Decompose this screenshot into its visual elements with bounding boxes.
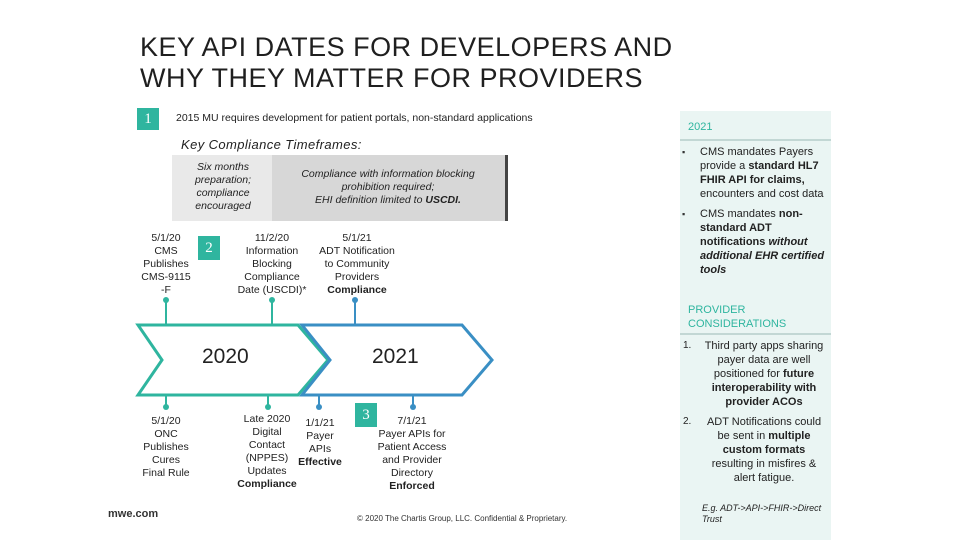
sidebar-2021-item-2-pre: CMS mandates	[700, 208, 779, 220]
step-badge-2: 2	[198, 236, 220, 260]
sidebar-2021-item-2: CMS mandates non-standard ADT notificati…	[680, 207, 826, 277]
compliance-requirement-main: Compliance with information blocking pro…	[301, 168, 475, 206]
sidebar-2021-item-2-ital: without additional EHR certified tools	[700, 236, 825, 276]
sidebar-heading-2021: 2021	[688, 121, 713, 133]
compliance-requirement-text: Compliance with information blocking pro…	[278, 168, 498, 207]
sidebar-2021-item-1-pre: CMS mandates Payers provide a	[700, 146, 814, 172]
sidebar-2021-item-1: CMS mandates Payers provide a standard H…	[680, 145, 826, 201]
connector-top-1-dot	[163, 297, 169, 303]
preparation-text: Six months preparation; compliance encou…	[194, 161, 252, 212]
connector-bottom-4-dot	[410, 404, 416, 410]
sidebar-provider-item-1-strong: future interoperability with provider AC…	[711, 368, 817, 408]
uscdi-label: USCDI.	[425, 194, 461, 206]
event-onc-cures-rule: 5/1/20 ONC Publishes Cures Final Rule	[142, 415, 190, 479]
sidebar-provider-item-2-pre: ADT Notifications could be sent in	[706, 416, 822, 442]
sidebar-2021-list: CMS mandates Payers provide a standard H…	[680, 145, 826, 283]
connector-bottom-1-dot	[163, 404, 169, 410]
sidebar-panel: 2021 CMS mandates Payers provide a stand…	[680, 111, 831, 540]
year-label-2020: 2020	[202, 345, 249, 368]
connector-top-2-dot	[269, 297, 275, 303]
event-info-blocking-date: 11/2/20 Information Blocking Compliance …	[237, 232, 307, 296]
intro-text: 2015 MU requires development for patient…	[176, 112, 533, 124]
step-badge-1: 1	[137, 108, 159, 130]
sidebar-example: E.g. ADT->API->FHIR->Direct Trust	[702, 503, 822, 524]
event-payer-apis-status: Effective	[298, 456, 342, 468]
event-adt-notification: 5/1/21 ADT Notification to Community Pro…	[310, 232, 404, 297]
sidebar-provider-item-1: 1. Third party apps sharing payer data ar…	[680, 339, 826, 409]
event-payer-apis-enforced-text: 7/1/21 Payer APIs for Patient Access and…	[377, 415, 447, 479]
step-badge-3: 3	[355, 403, 377, 427]
mwe-logo-text: mwe.com	[108, 508, 159, 520]
event-payer-apis-enforced-status: Enforced	[389, 480, 435, 492]
sidebar-2021-item-2-strong: non-standard ADT notifications	[700, 208, 803, 248]
sidebar-provider-item-2-post: resulting in misfires & alert fatigue.	[711, 458, 817, 484]
sidebar-2021-item-1-post: encounters and cost data	[700, 188, 824, 200]
event-nppes-updates-status: Compliance	[237, 478, 297, 490]
sidebar-divider-1	[680, 139, 831, 141]
event-adt-notification-status: Compliance	[327, 284, 387, 296]
sidebar-provider-item-2-num: 2.	[683, 416, 692, 427]
year-label-2021: 2021	[372, 345, 419, 368]
connector-top-3-dot	[352, 297, 358, 303]
connector-bottom-2-dot	[265, 404, 271, 410]
sidebar-2021-item-1-strong: standard HL7 FHIR API for claims,	[700, 160, 819, 186]
event-payer-apis-enforced: 7/1/21 Payer APIs for Patient Access and…	[368, 415, 456, 493]
sidebar-provider-list: 1. Third party apps sharing payer data ar…	[680, 339, 826, 491]
sidebar-heading-provider: PROVIDER CONSIDERATIONS	[688, 304, 787, 330]
connector-bottom-3-dot	[316, 404, 322, 410]
event-payer-apis-text: 1/1/21 Payer APIs	[305, 417, 335, 455]
sidebar-provider-item-2: 2. ADT Notifications could be sent in mul…	[680, 415, 826, 485]
sidebar-provider-item-2-strong: multiple custom formats	[722, 430, 811, 456]
event-payer-apis: 1/1/21 Payer APIs Effective	[296, 417, 344, 469]
event-nppes-updates-text: Late 2020 Digital Contact (NPPES) Update…	[243, 413, 291, 477]
event-nppes-updates: Late 2020 Digital Contact (NPPES) Update…	[232, 413, 302, 491]
sidebar-provider-item-1-pre: Third party apps sharing payer data are …	[704, 340, 824, 380]
event-adt-notification-text: 5/1/21 ADT Notification to Community Pro…	[319, 232, 395, 283]
event-cms-publishes: 5/1/20 CMS Publishes CMS-9115 -F	[141, 232, 191, 296]
sidebar-provider-item-1-num: 1.	[683, 340, 692, 351]
copyright-text: © 2020 The Chartis Group, LLC. Confident…	[357, 514, 568, 523]
preparation-period-box	[172, 155, 272, 221]
page-title: KEY API DATES FOR DEVELOPERS AND WHY THE…	[140, 32, 673, 93]
timeline-arrow-2021	[298, 323, 494, 397]
timeline-arrow-2020	[135, 323, 330, 397]
compliance-subheading: Key Compliance Timeframes:	[181, 137, 362, 152]
sidebar-divider-2	[680, 333, 831, 335]
